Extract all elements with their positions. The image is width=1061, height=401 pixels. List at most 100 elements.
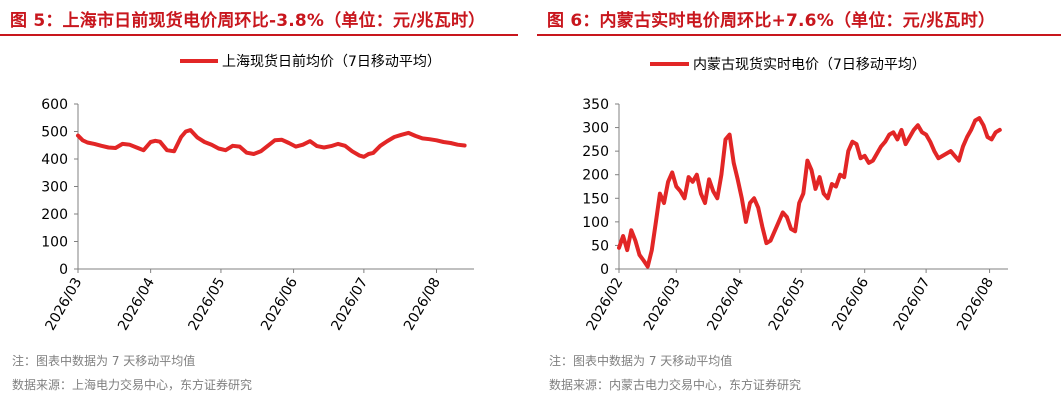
y-tick-label: 200 <box>582 168 609 184</box>
line-chart-inner-mongolia-price: 内蒙古现货实时电价（7日移动平均） 0 50 100 150 200 250 300 350 20… <box>582 56 1008 333</box>
data-point <box>217 146 221 151</box>
data-point <box>985 135 990 139</box>
data-point <box>859 156 863 160</box>
data-point <box>715 196 719 200</box>
data-point <box>617 246 621 250</box>
data-point <box>871 159 875 163</box>
data-point <box>957 159 961 163</box>
data-point <box>336 142 340 146</box>
data-point <box>777 220 781 224</box>
data-point <box>936 156 940 160</box>
data-point <box>650 248 654 252</box>
x-tick-label: 2026/02 <box>584 275 627 333</box>
y-tick-label: 0 <box>59 262 68 278</box>
data-point <box>949 149 953 153</box>
x-tick-label: 2026/04 <box>115 275 158 333</box>
data-point <box>385 139 389 143</box>
y-tick-label: 100 <box>582 215 609 231</box>
data-point <box>723 137 728 141</box>
data-point <box>740 196 744 200</box>
data-point <box>158 140 162 144</box>
data-point <box>329 144 333 148</box>
y-tick-label: 200 <box>41 207 68 223</box>
legend-label: 内蒙古现货实时电价（7日移动平均） <box>693 56 926 73</box>
data-point <box>904 142 908 146</box>
data-point <box>691 180 695 184</box>
data-point <box>895 137 899 141</box>
legend-label: 上海现货日前均价（7日移动平均） <box>222 53 441 70</box>
data-point <box>883 140 887 144</box>
data-point <box>773 229 777 233</box>
data-point <box>973 118 977 123</box>
data-point <box>629 228 633 232</box>
data-point <box>899 128 904 132</box>
data-point <box>231 144 235 148</box>
data-point <box>463 143 467 148</box>
data-point <box>826 196 830 200</box>
data-point <box>699 192 703 196</box>
data-point <box>434 138 439 142</box>
data-point <box>322 145 326 150</box>
data-point <box>210 143 214 147</box>
y-tick-label: 100 <box>41 235 68 251</box>
data-point <box>961 144 965 148</box>
x-tick-label: 2026/08 <box>954 275 997 333</box>
data-point <box>308 139 312 143</box>
data-point <box>850 140 854 144</box>
data-point <box>113 146 118 150</box>
figure-title: 图 5：上海市日前现货电价周环比-3.8%（单位：元/兆瓦时） <box>10 11 486 31</box>
data-point <box>969 128 973 132</box>
data-point <box>854 142 859 146</box>
x-tick-label: 2026/07 <box>328 275 371 333</box>
data-point <box>621 234 625 238</box>
data-point <box>343 144 347 148</box>
data-point <box>818 175 822 179</box>
data-point <box>920 130 924 134</box>
data-point <box>760 225 764 229</box>
data-point <box>830 182 834 186</box>
x-tick-label: 2026/03 <box>641 275 684 333</box>
data-point <box>456 143 460 147</box>
data-point <box>945 151 949 156</box>
data-point <box>846 149 850 153</box>
data-point <box>744 220 748 224</box>
data-point <box>142 148 146 152</box>
chart-source: 数据来源：上海电力交易中心，东方证券研究 <box>12 378 253 392</box>
data-point <box>273 138 277 142</box>
data-point <box>797 201 801 205</box>
data-point <box>238 145 242 149</box>
figure-panel-shanghai: 图 5：上海市日前现货电价周环比-3.8%（单位：元/兆瓦时） 上海现货日前均价… <box>0 0 530 401</box>
x-tick-label: 2026/06 <box>829 275 872 333</box>
data-point <box>990 137 994 141</box>
data-point <box>106 145 111 150</box>
data-point <box>813 187 818 191</box>
data-point <box>695 173 699 177</box>
data-point <box>838 173 842 177</box>
data-point <box>912 128 916 132</box>
data-point <box>128 143 132 147</box>
x-tick-label: 2026/08 <box>401 275 444 333</box>
data-point <box>940 154 945 158</box>
y-tick-label: 300 <box>41 180 68 196</box>
data-point <box>184 129 188 134</box>
y-tick-label: 150 <box>582 191 609 207</box>
x-tick-label: 2026/06 <box>258 275 301 333</box>
data-point <box>259 149 263 153</box>
x-tick-label: 2026/05 <box>766 275 809 333</box>
data-point <box>172 149 176 153</box>
data-point <box>752 196 756 200</box>
data-point <box>834 184 838 189</box>
data-point <box>399 133 403 137</box>
chart-source: 数据来源：内蒙古电力交易中心，东方证券研究 <box>549 378 802 392</box>
data-point <box>822 192 826 196</box>
data-point <box>633 239 637 243</box>
data-point <box>781 210 785 214</box>
data-point <box>932 149 936 153</box>
data-point <box>92 142 96 146</box>
data-point <box>441 140 446 144</box>
series-line <box>76 128 467 159</box>
y-tick-label: 300 <box>582 121 609 137</box>
data-point <box>953 154 957 158</box>
data-point <box>662 201 666 205</box>
data-point <box>908 135 912 139</box>
